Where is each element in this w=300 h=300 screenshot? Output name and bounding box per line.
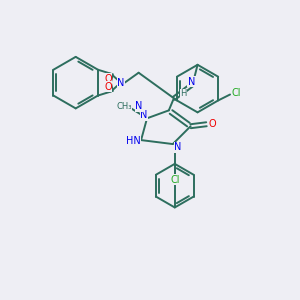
Text: N: N bbox=[135, 101, 143, 111]
Text: HN: HN bbox=[126, 136, 140, 146]
Text: N: N bbox=[117, 78, 124, 88]
Text: N: N bbox=[140, 110, 148, 120]
Text: CH₃: CH₃ bbox=[116, 102, 132, 111]
Text: Cl: Cl bbox=[231, 88, 241, 98]
Text: O: O bbox=[208, 119, 216, 129]
Text: Cl: Cl bbox=[170, 175, 179, 185]
Text: N: N bbox=[188, 76, 195, 87]
Text: O: O bbox=[104, 82, 112, 92]
Text: N: N bbox=[174, 142, 182, 152]
Text: H: H bbox=[181, 89, 187, 98]
Text: O: O bbox=[104, 74, 112, 84]
